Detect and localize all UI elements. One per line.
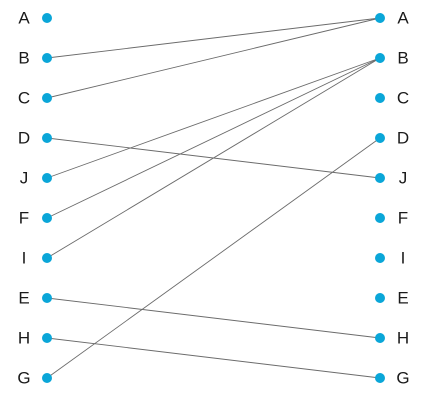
right-node-label: C (397, 89, 409, 108)
link-c-to-a (46, 17, 381, 99)
right-node-dot (375, 133, 385, 143)
left-node-label: F (19, 209, 29, 228)
right-node-dot (375, 293, 385, 303)
left-node-dot (42, 213, 52, 223)
left-node-label: G (17, 369, 30, 388)
right-node-d: D (375, 129, 409, 148)
right-node-dot (375, 53, 385, 63)
right-node-label: A (397, 9, 409, 28)
left-node-dot (42, 293, 52, 303)
right-column: A B C D J F I E H G (375, 9, 410, 388)
right-node-label: B (397, 49, 408, 68)
right-node-dot (375, 373, 385, 383)
left-node-c: C (18, 89, 52, 108)
right-node-a: A (375, 9, 409, 28)
right-node-j: J (375, 169, 407, 188)
right-node-g: G (375, 369, 410, 388)
right-node-dot (375, 93, 385, 103)
left-column: A B C D J F I E H G (17, 9, 52, 388)
left-node-j: J (20, 169, 52, 188)
link-d-to-j (46, 137, 381, 179)
right-node-e: E (375, 289, 409, 308)
left-node-label: J (20, 169, 29, 188)
right-node-b: B (375, 49, 409, 68)
left-node-f: F (19, 209, 52, 228)
right-node-label: J (399, 169, 408, 188)
link-b-to-a (46, 17, 381, 59)
link-f-to-b (46, 57, 381, 219)
left-node-label: I (22, 249, 27, 268)
left-node-dot (42, 173, 52, 183)
left-node-h: H (18, 329, 52, 348)
right-node-dot (375, 213, 385, 223)
left-node-dot (42, 53, 52, 63)
left-node-dot (42, 373, 52, 383)
link-g-to-d (46, 137, 381, 379)
links-layer (46, 17, 381, 379)
right-node-dot (375, 333, 385, 343)
left-node-label: D (18, 129, 30, 148)
link-e-to-h (46, 297, 381, 339)
link-j-to-b (46, 57, 381, 179)
right-node-label: I (401, 249, 406, 268)
right-node-h: H (375, 329, 409, 348)
left-node-dot (42, 133, 52, 143)
right-node-dot (375, 173, 385, 183)
left-node-label: C (18, 89, 30, 108)
left-node-dot (42, 93, 52, 103)
left-node-d: D (18, 129, 52, 148)
left-node-label: H (18, 329, 30, 348)
right-node-dot (375, 253, 385, 263)
left-node-dot (42, 253, 52, 263)
left-node-g: G (17, 369, 52, 388)
left-node-label: E (18, 289, 29, 308)
right-node-label: G (396, 369, 409, 388)
left-node-b: B (18, 49, 52, 68)
right-node-f: F (375, 209, 408, 228)
right-node-dot (375, 13, 385, 23)
right-node-label: F (398, 209, 408, 228)
left-node-label: A (18, 9, 30, 28)
right-node-label: E (397, 289, 408, 308)
right-node-label: H (397, 329, 409, 348)
left-node-dot (42, 333, 52, 343)
left-node-a: A (18, 9, 52, 28)
left-node-label: B (18, 49, 29, 68)
right-node-c: C (375, 89, 409, 108)
right-node-i: I (375, 249, 405, 268)
left-node-e: E (18, 289, 52, 308)
link-h-to-g (46, 337, 381, 379)
right-node-label: D (397, 129, 409, 148)
left-node-i: I (22, 249, 52, 268)
left-node-dot (42, 13, 52, 23)
